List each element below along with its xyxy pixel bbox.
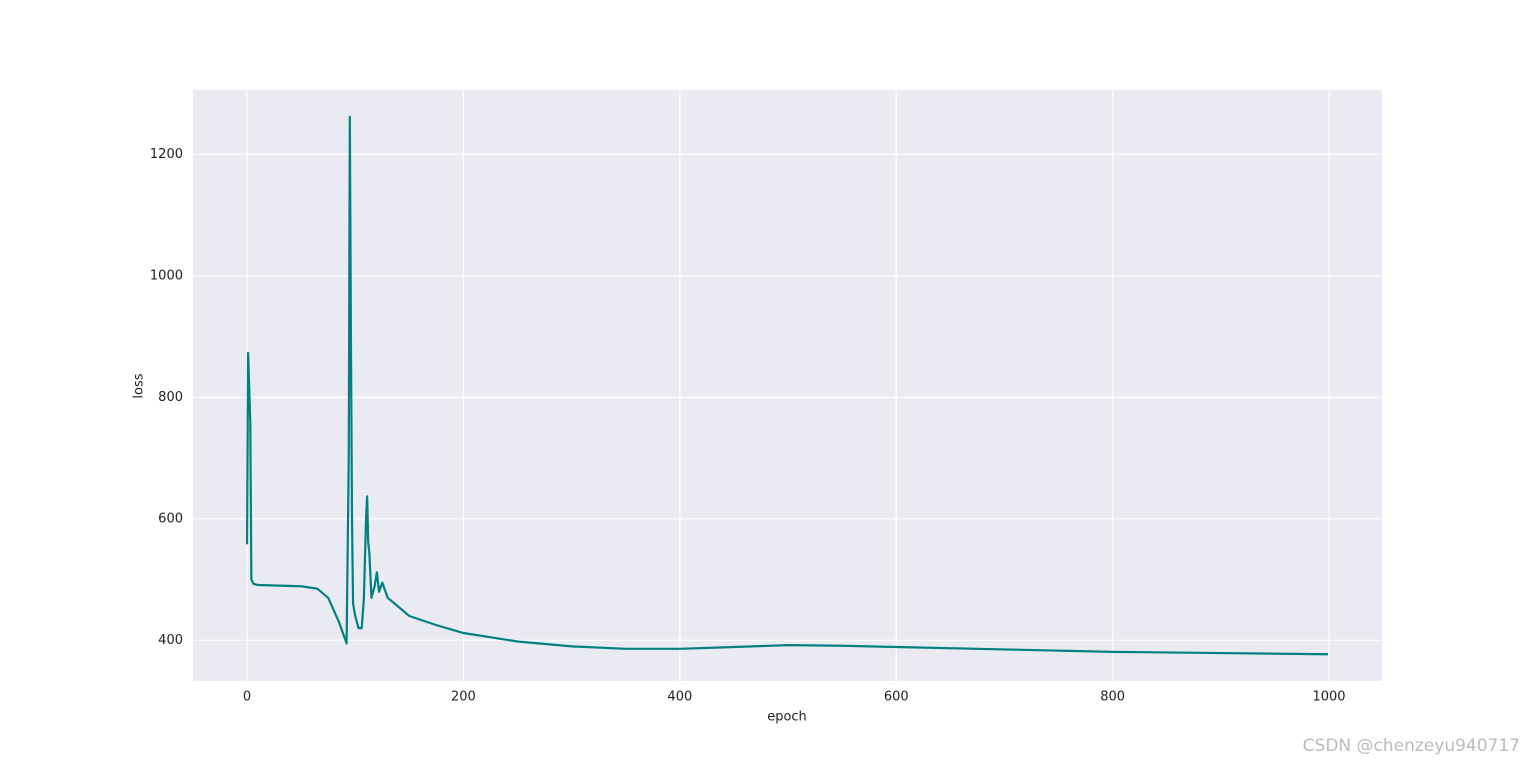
x-axis-label: epoch [767, 710, 807, 725]
x-tick-label: 600 [884, 690, 909, 705]
x-tick-label: 1000 [1312, 690, 1345, 705]
plot-area [193, 90, 1382, 681]
y-tick-label: 600 [158, 511, 183, 526]
x-tick-label: 400 [667, 690, 692, 705]
data-line [245, 115, 1328, 656]
y-axis-label: loss [132, 373, 147, 398]
x-tick-label: 800 [1100, 690, 1125, 705]
y-tick-label: 1000 [150, 268, 183, 283]
x-tick-label: 200 [451, 690, 476, 705]
x-tick-label: 0 [243, 690, 251, 705]
y-tick-label: 800 [158, 390, 183, 405]
watermark: CSDN @chenzeyu940717 [1303, 736, 1520, 756]
y-tick-label: 400 [158, 633, 183, 648]
y-tick-label: 1200 [150, 147, 183, 162]
